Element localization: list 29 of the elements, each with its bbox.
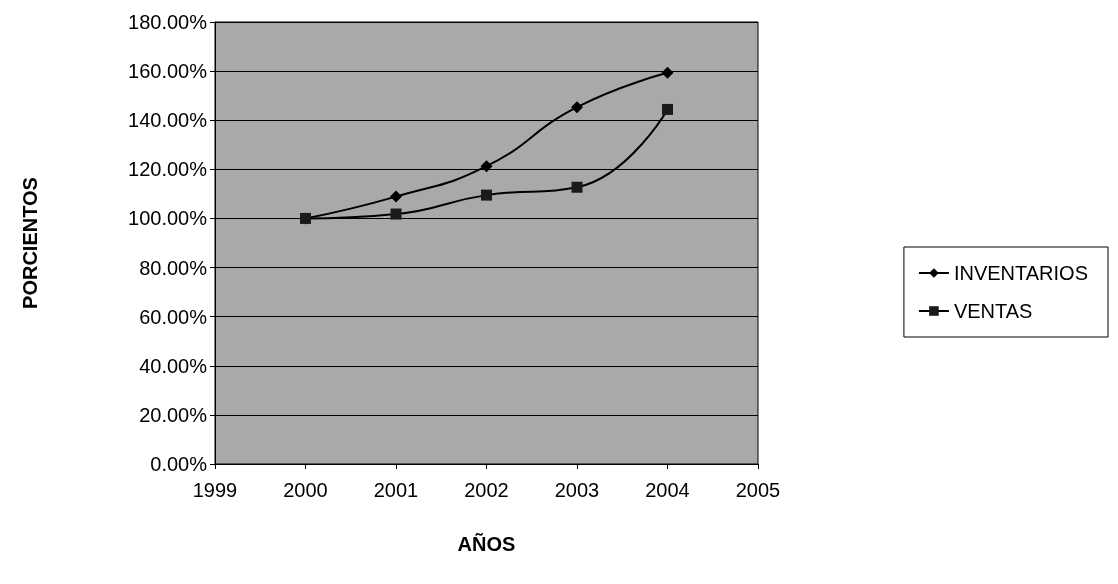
x-tick-label: 1999 [192, 479, 238, 501]
y-tick-label: 180.00% [128, 11, 208, 33]
legend-label: VENTAS [953, 300, 1033, 322]
y-tick-label: 40.00% [139, 354, 208, 377]
x-tick-label: 2005 [735, 479, 781, 501]
y-tick-label: 60.00% [139, 305, 208, 328]
x-tick-label: 2004 [645, 479, 690, 501]
point [390, 190, 402, 203]
y-tick-label: 120.00% [128, 158, 208, 181]
x-tick-label: 2002 [464, 479, 509, 501]
point [661, 66, 674, 79]
point [571, 181, 583, 193]
y-tick-label: 100.00% [128, 207, 208, 230]
point [571, 101, 583, 114]
y-tick-label: 160.00% [128, 60, 208, 83]
point [662, 103, 673, 115]
y-tick-label: 140.00% [128, 109, 208, 132]
y-tick-label: 80.00% [139, 256, 208, 279]
x-tick-label: 2001 [373, 479, 419, 501]
x-tick-label: 2000 [283, 479, 328, 501]
point [480, 160, 493, 173]
point [481, 189, 492, 201]
y-axis-title: PORCIENTOS [19, 177, 41, 309]
y-tick-label: 0.00% [150, 453, 208, 475]
point [390, 208, 402, 220]
x-axis-title: AÑOS [457, 533, 516, 555]
legend-label: INVENTARIOS [953, 262, 1088, 284]
y-tick-label: 20.00% [139, 403, 208, 426]
x-tick-label: 2003 [554, 479, 600, 501]
